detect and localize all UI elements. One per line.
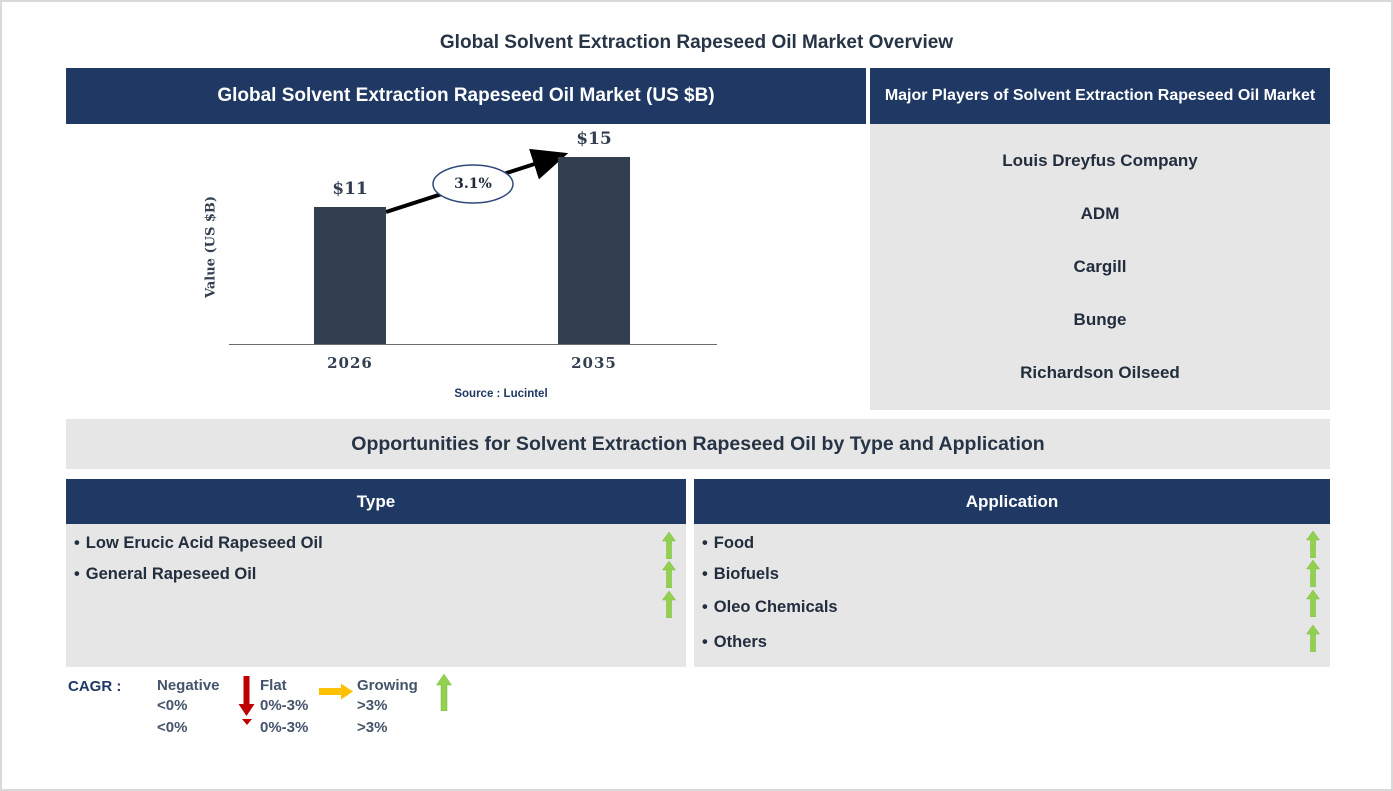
player-item: Richardson Oilseed — [1020, 363, 1180, 383]
bar-2035 — [558, 156, 630, 344]
growing-up-arrow-icon — [436, 674, 452, 711]
bar-2026 — [314, 206, 386, 344]
growing-up-arrow-icon — [1306, 590, 1320, 617]
legend-flat-range: 0%-3% — [260, 697, 309, 714]
bullet-icon: • — [702, 565, 708, 583]
application-table-body: • Food • Biofuels • Oleo Chemicals • Others — [694, 524, 1330, 667]
legend-flat-name: Flat — [260, 677, 287, 694]
opportunities-title: Opportunities for Solvent Extraction Rap… — [66, 419, 1330, 469]
type-item: • Low Erucic Acid Rapeseed Oil — [74, 534, 323, 552]
player-item: ADM — [1080, 203, 1120, 223]
growing-up-arrow-icon — [1306, 625, 1320, 652]
source-note: Source : Lucintel — [454, 388, 548, 400]
clipped-range: >3% — [357, 719, 388, 733]
page-title: Global Solvent Extraction Rapeseed Oil M… — [439, 32, 954, 53]
clipped-range: 0%-3% — [260, 719, 309, 733]
cagr-legend-label: CAGR : — [68, 678, 122, 695]
bar-value-2026: $11 — [332, 178, 368, 199]
bullet-icon: • — [702, 633, 708, 651]
type-table-body: • Low Erucic Acid Rapeseed Oil • General R… — [66, 524, 686, 667]
legend-clipped-artifact: <0% 0%-3% >3% — [66, 719, 586, 733]
clipped-red-arrow-fragment — [242, 719, 252, 725]
x-tick-2026: 2026 — [327, 354, 373, 372]
y-axis-label: Value (US $B) — [203, 195, 219, 299]
player-item: Louis Dreyfus Company — [1002, 150, 1198, 170]
clipped-range: <0% — [157, 719, 188, 733]
market-bar-chart: Value (US $B) $11 $15 2026 2035 3.1% Sou… — [66, 124, 866, 419]
legend-negative-range: <0% — [157, 697, 188, 714]
growing-up-arrow-icon — [1306, 560, 1320, 587]
growing-up-arrow-icon — [662, 561, 676, 588]
major-players-header: Major Players of Solvent Extraction Rape… — [870, 68, 1330, 124]
bullet-icon: • — [74, 565, 80, 583]
bullet-icon: • — [702, 598, 708, 616]
bullet-icon: • — [74, 534, 80, 552]
application-item: • Others — [702, 633, 767, 651]
application-item: • Food — [702, 534, 755, 552]
cagr-value: 3.1% — [454, 176, 492, 192]
major-players-panel: Louis Dreyfus Company ADM Cargill Bunge … — [870, 124, 1330, 410]
type-table-header: Type — [66, 479, 686, 524]
growing-up-arrow-icon — [662, 591, 676, 618]
cagr-bubble — [432, 164, 514, 204]
negative-down-arrow-icon — [238, 676, 255, 716]
player-item: Cargill — [1073, 256, 1127, 276]
market-chart-header: Global Solvent Extraction Rapeseed Oil M… — [66, 68, 866, 124]
legend-growing-range: >3% — [357, 697, 388, 714]
bar-value-2035: $15 — [576, 128, 612, 149]
player-item: Bunge — [1073, 310, 1127, 330]
type-item: • General Rapeseed Oil — [74, 565, 257, 583]
application-item: • Oleo Chemicals — [702, 598, 838, 616]
flat-right-arrow-icon — [319, 683, 353, 700]
legend-negative-name: Negative — [157, 677, 220, 694]
bullet-icon: • — [702, 534, 708, 552]
application-item: • Biofuels — [702, 565, 779, 583]
legend-growing-name: Growing — [357, 677, 418, 694]
x-axis-line — [229, 344, 717, 345]
x-tick-2035: 2035 — [571, 354, 617, 372]
cagr-legend: CAGR : Negative <0% Flat 0%-3% Growing >… — [66, 674, 586, 720]
growing-up-arrow-icon — [662, 532, 676, 559]
application-table-header: Application — [694, 479, 1330, 524]
cagr-arrow-and-bubble — [385, 148, 569, 214]
growing-up-arrow-icon — [1306, 531, 1320, 558]
